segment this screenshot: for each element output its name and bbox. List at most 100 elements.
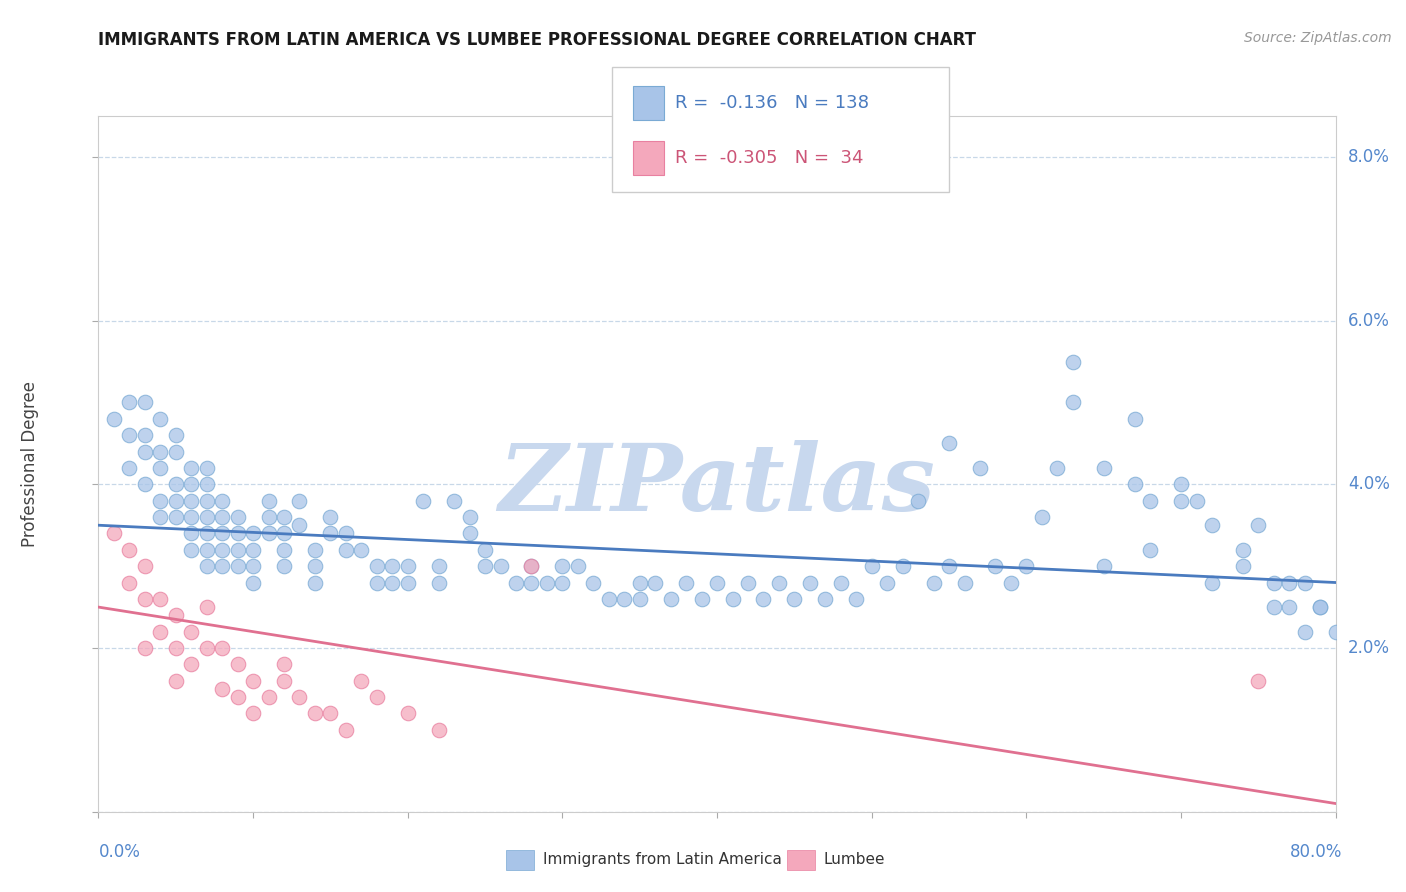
Point	[1062, 395, 1084, 409]
Point	[149, 510, 172, 524]
Point	[598, 591, 620, 606]
Point	[257, 526, 280, 541]
Point	[1232, 542, 1254, 557]
Point	[335, 542, 357, 557]
Text: R =  -0.305   N =  34: R = -0.305 N = 34	[675, 149, 863, 167]
Point	[180, 657, 202, 672]
Point	[984, 559, 1007, 574]
Point	[520, 559, 543, 574]
Point	[443, 493, 465, 508]
Text: Professional Degree: Professional Degree	[21, 381, 39, 547]
Point	[180, 510, 202, 524]
Point	[257, 690, 280, 705]
Point	[195, 640, 218, 655]
Point	[768, 575, 790, 590]
Point	[474, 559, 496, 574]
Point	[1123, 412, 1146, 426]
Point	[134, 640, 156, 655]
Point	[1046, 461, 1069, 475]
Point	[659, 591, 682, 606]
Point	[319, 706, 342, 721]
Text: Source: ZipAtlas.com: Source: ZipAtlas.com	[1244, 31, 1392, 45]
Point	[366, 575, 388, 590]
Point	[1278, 600, 1301, 615]
Point	[319, 526, 342, 541]
Text: 80.0%: 80.0%	[1291, 843, 1343, 861]
Point	[582, 575, 605, 590]
Point	[1263, 600, 1285, 615]
Point	[1201, 518, 1223, 533]
Point	[242, 575, 264, 590]
Point	[335, 526, 357, 541]
Point	[721, 591, 744, 606]
Point	[1201, 575, 1223, 590]
Point	[195, 493, 218, 508]
Point	[1062, 354, 1084, 368]
Point	[876, 575, 898, 590]
Text: 0.0%: 0.0%	[98, 843, 141, 861]
Point	[1092, 461, 1115, 475]
Point	[891, 559, 914, 574]
Point	[226, 657, 249, 672]
Point	[195, 600, 218, 615]
Point	[1170, 477, 1192, 491]
Point	[195, 559, 218, 574]
Point	[118, 461, 141, 475]
Point	[211, 510, 233, 524]
Point	[412, 493, 434, 508]
Point	[1015, 559, 1038, 574]
Point	[149, 461, 172, 475]
Point	[1139, 542, 1161, 557]
Point	[907, 493, 929, 508]
Point	[458, 510, 481, 524]
Point	[273, 526, 295, 541]
Point	[165, 640, 187, 655]
Point	[799, 575, 821, 590]
Point	[381, 575, 404, 590]
Point	[257, 493, 280, 508]
Point	[180, 477, 202, 491]
Point	[1092, 559, 1115, 574]
Point	[165, 428, 187, 442]
Point	[706, 575, 728, 590]
Point	[1139, 493, 1161, 508]
Point	[211, 640, 233, 655]
Point	[520, 559, 543, 574]
Point	[226, 526, 249, 541]
Point	[505, 575, 527, 590]
Point	[149, 444, 172, 458]
Point	[149, 412, 172, 426]
Point	[149, 591, 172, 606]
Point	[366, 559, 388, 574]
Point	[814, 591, 837, 606]
Point	[1247, 518, 1270, 533]
Point	[273, 657, 295, 672]
Point	[304, 575, 326, 590]
Point	[226, 510, 249, 524]
Point	[1309, 600, 1331, 615]
Point	[211, 526, 233, 541]
Point	[319, 510, 342, 524]
Point	[520, 575, 543, 590]
Point	[536, 575, 558, 590]
Point	[288, 518, 311, 533]
Point	[118, 428, 141, 442]
Point	[1123, 477, 1146, 491]
Point	[938, 559, 960, 574]
Point	[195, 477, 218, 491]
Point	[273, 510, 295, 524]
Point	[1232, 559, 1254, 574]
Point	[180, 526, 202, 541]
Point	[783, 591, 806, 606]
Point	[427, 575, 450, 590]
Point	[551, 559, 574, 574]
Point	[242, 706, 264, 721]
Point	[304, 542, 326, 557]
Point	[165, 477, 187, 491]
Point	[165, 673, 187, 688]
Point	[1247, 673, 1270, 688]
Point	[103, 526, 125, 541]
Point	[922, 575, 945, 590]
Point	[381, 559, 404, 574]
Point	[690, 591, 713, 606]
